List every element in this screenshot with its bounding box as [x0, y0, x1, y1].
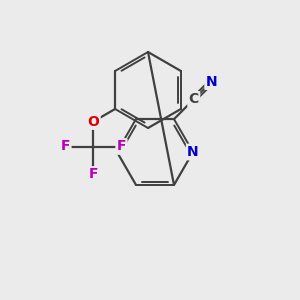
Text: N: N — [187, 145, 199, 159]
Text: F: F — [89, 167, 98, 182]
Text: O: O — [88, 115, 99, 128]
Text: C: C — [189, 92, 199, 106]
Text: F: F — [61, 140, 70, 154]
Text: F: F — [117, 140, 126, 154]
Text: N: N — [206, 75, 217, 88]
